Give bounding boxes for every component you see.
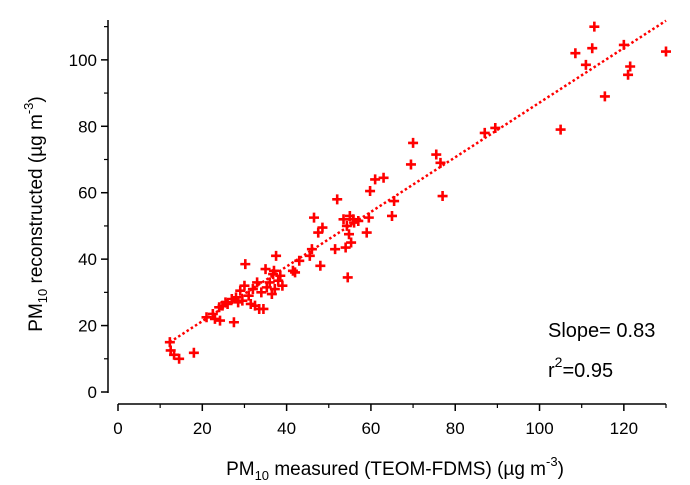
data-point (587, 43, 598, 54)
data-point (435, 157, 446, 168)
x-tick-label: 60 (361, 419, 380, 438)
data-point (294, 255, 305, 266)
data-point (370, 174, 381, 185)
data-point (271, 250, 282, 261)
data-point (625, 61, 636, 72)
data-point (431, 149, 442, 160)
data-point (580, 59, 591, 70)
data-point (260, 264, 271, 275)
data-point (618, 39, 629, 50)
data-point (330, 244, 341, 255)
data-point (268, 265, 279, 276)
x-tick-label: 100 (525, 419, 553, 438)
data-point (479, 127, 490, 138)
data-point (570, 48, 581, 59)
data-point (589, 21, 600, 32)
data-point (243, 290, 254, 301)
x-tick-label: 80 (446, 419, 465, 438)
data-point (387, 210, 397, 221)
data-point (389, 196, 400, 207)
data-point (363, 212, 374, 223)
data-point (247, 284, 258, 295)
y-tick-label: 60 (78, 184, 97, 203)
data-point (309, 212, 320, 223)
data-point (405, 159, 416, 170)
data-point (361, 227, 372, 238)
x-tick-label: 0 (113, 419, 122, 438)
data-point (346, 237, 357, 248)
data-point (340, 242, 351, 253)
data-point (315, 260, 326, 271)
r-squared-annotation: r2=0.95 (548, 354, 613, 382)
data-point (437, 191, 448, 202)
data-point (252, 277, 263, 288)
data-point (188, 347, 199, 358)
data-point (306, 244, 317, 255)
data-point (490, 122, 501, 133)
data-point (201, 312, 212, 323)
data-point (239, 280, 250, 291)
points-layer (164, 21, 671, 364)
fit-line-layer (169, 19, 667, 344)
x-axis-label: PM10 measured (TEOM-FDMS) (µg m-3) (226, 454, 564, 483)
data-point (332, 194, 343, 205)
data-point (341, 220, 352, 231)
y-axis-label: PM10 reconstructed (µg m-3) (21, 96, 50, 331)
data-point (365, 186, 376, 197)
data-point (240, 259, 251, 270)
data-point (215, 315, 226, 326)
y-tick-label: 40 (78, 250, 97, 269)
y-tick-label: 20 (78, 317, 97, 336)
data-point (344, 229, 355, 240)
data-point (275, 270, 286, 281)
data-point (269, 284, 280, 295)
data-point (353, 215, 364, 226)
data-point (599, 91, 610, 102)
data-point (408, 137, 419, 148)
data-point (338, 214, 349, 225)
data-point (290, 267, 301, 278)
y-tick-label: 80 (78, 117, 97, 136)
data-point (277, 280, 288, 291)
x-tick-label: 40 (277, 419, 296, 438)
data-point (264, 277, 275, 288)
data-point (304, 250, 315, 261)
regression-fit-line (169, 19, 667, 344)
slope-annotation: Slope= 0.83 (548, 320, 655, 342)
data-point (258, 303, 269, 314)
x-tick-label: 120 (610, 419, 638, 438)
y-tick-label: 0 (88, 383, 97, 402)
data-point (661, 46, 671, 57)
data-point (209, 313, 220, 324)
data-point (555, 124, 566, 135)
data-point (237, 295, 248, 306)
x-tick-label: 20 (193, 419, 212, 438)
axes-layer: 0 20 40 60 80 100 0 20 40 60 80 100 120 (69, 20, 667, 438)
data-point (174, 353, 185, 364)
data-point (378, 172, 389, 183)
data-point (287, 265, 298, 276)
data-point (623, 69, 634, 80)
data-point (342, 272, 353, 283)
data-point (256, 287, 267, 298)
data-point (317, 222, 328, 233)
data-point (228, 317, 239, 328)
y-tick-label: 100 (69, 51, 97, 70)
data-point (169, 349, 180, 360)
